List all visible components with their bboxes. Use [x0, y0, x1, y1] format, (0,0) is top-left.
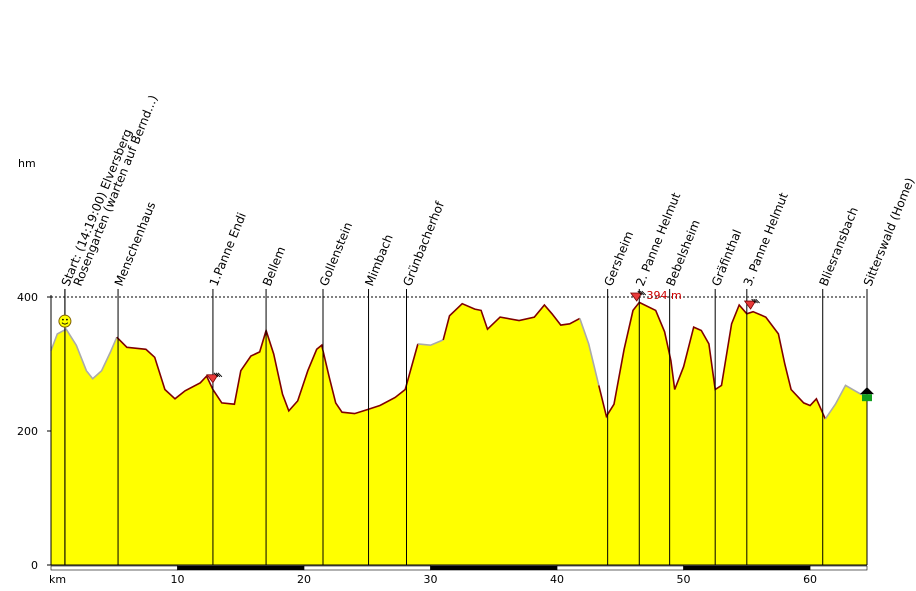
y-tick-label: 400 [17, 291, 38, 304]
x-scale-band [556, 565, 684, 571]
x-tick-label: 30 [424, 573, 438, 586]
waypoint-label: 3. Panne Helmut [741, 190, 791, 288]
tool-icon [751, 298, 760, 304]
waypoint-label: Bliesransbach [817, 205, 861, 288]
smiley-eye-icon [62, 318, 64, 321]
y-axis-label: hm [18, 157, 36, 170]
waypoint-label: 1.Panne Endi [207, 211, 249, 289]
x-tick-label: 10 [171, 573, 185, 586]
home-roof-icon [860, 387, 874, 395]
waypoint-label: Mimbach [362, 232, 395, 288]
breakdown-warning-icon [629, 292, 643, 302]
waypoint-label: Grünbacherhof [400, 199, 447, 288]
waypoint-label: Rosengarten (warten auf Bernd...) [71, 93, 161, 288]
profile-area [50, 301, 868, 565]
waypoint-label: Sitterswald (Home) [861, 176, 916, 288]
tick-labels: 0 200 400 10 20 30 40 50 60 [17, 291, 817, 586]
waypoint-label: Bellem [260, 245, 288, 289]
breakdown-warning-icon [743, 300, 757, 310]
y-tick-label: 200 [17, 425, 38, 438]
x-scale-band [430, 565, 558, 571]
profile-line [116, 327, 419, 415]
route-icons [58, 290, 874, 402]
x-scale-band [177, 565, 305, 571]
axes [47, 289, 868, 571]
smiley-eye-icon [66, 318, 68, 321]
smiley-icon [58, 314, 72, 328]
max-elevation-label: 394 m [647, 289, 682, 302]
tool-icon [213, 372, 223, 378]
profile-line [598, 301, 827, 420]
waypoint-label: Gersheim [601, 229, 636, 288]
profile-line [417, 339, 444, 347]
x-scale-band [50, 565, 178, 571]
tool-icon [637, 290, 647, 296]
x-tick-label: 50 [677, 573, 691, 586]
x-scale-band [809, 565, 868, 571]
x-scale-band [303, 565, 431, 571]
profile-fill [51, 302, 867, 565]
x-scale-band [683, 565, 811, 571]
profile-line [579, 318, 600, 386]
waypoint-label: Menschenhaus [112, 200, 159, 288]
x-tick-label: 60 [803, 573, 817, 586]
x-tick-label: 40 [550, 573, 564, 586]
waypoint-label: Gräfinthal [709, 227, 744, 288]
profile-line [50, 328, 118, 380]
x-tick-label: 20 [297, 573, 311, 586]
breakdown-warning-icon [206, 374, 219, 384]
annotations: 394 m [647, 289, 682, 302]
home-icon [862, 394, 872, 402]
waypoint-label: Gollenstein [317, 220, 355, 288]
x-axis-label: km [49, 573, 66, 586]
smiley-mouth-icon [61, 322, 69, 325]
y-tick-label: 0 [31, 559, 38, 572]
profile-line [442, 302, 581, 341]
